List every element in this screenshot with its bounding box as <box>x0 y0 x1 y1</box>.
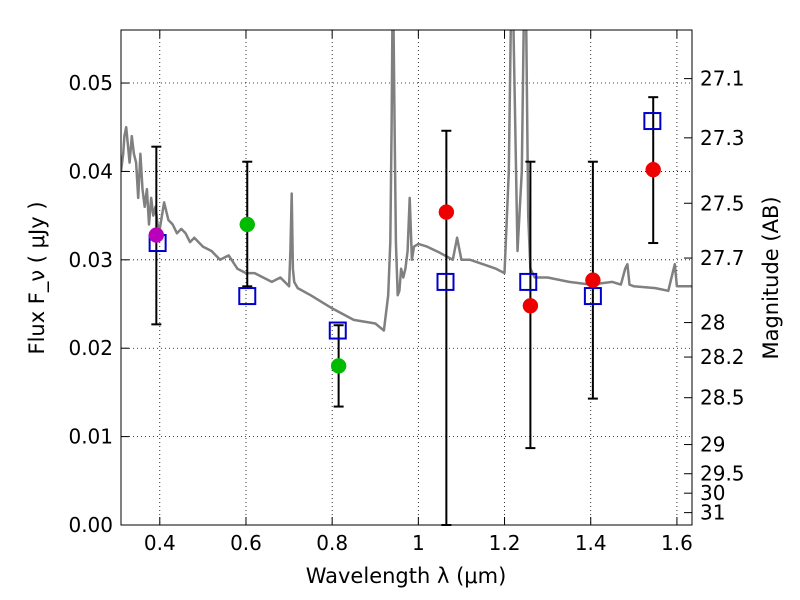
magnitude-tick-label: 27.5 <box>700 191 745 215</box>
plot-frame <box>120 29 693 526</box>
observed-photometry-point <box>585 272 601 288</box>
x-tick-label: 0.6 <box>230 531 262 555</box>
magnitude-tick-label: 28.2 <box>700 345 745 369</box>
model-photometry-square <box>583 287 602 306</box>
x-tick-label: 0.8 <box>316 531 348 555</box>
model-photometry-square <box>519 272 538 291</box>
y-tick-label: 0.02 <box>68 336 113 360</box>
model-photometry-square <box>436 272 455 291</box>
x-axis-label: Wavelength λ (μm) <box>306 564 507 588</box>
model-spectrum-layer <box>121 30 692 332</box>
magnitude-tick-label: 29 <box>700 433 725 457</box>
y-axis-label-right: Magnitude (AB) <box>759 196 783 359</box>
model-photometry-square <box>238 287 257 306</box>
magnitude-tick-label: 28 <box>700 311 725 335</box>
data-markers <box>148 112 662 374</box>
x-tick-label: 1 <box>412 531 425 555</box>
magnitude-tick-label: 27.3 <box>700 126 745 150</box>
model-photometry-square <box>328 321 347 340</box>
magnitude-tick-label: 28.5 <box>700 386 745 410</box>
y-tick-label: 0.04 <box>68 159 113 183</box>
magnitude-tick-label: 31 <box>700 501 725 525</box>
magnitude-tick-label: 29.5 <box>700 462 745 486</box>
model-spectrum-line <box>121 30 692 332</box>
observed-photometry-point <box>522 298 539 314</box>
observed-photometry-point <box>330 358 347 374</box>
x-tick-label: 0.4 <box>144 531 176 555</box>
observed-photometry-point <box>148 227 165 243</box>
model-photometry-square <box>643 112 662 131</box>
magnitude-tick-label: 27.1 <box>700 67 745 91</box>
y-tick-label: 0.00 <box>68 513 113 537</box>
magnitude-tick-label: 27.7 <box>700 246 745 270</box>
grid-lines <box>121 30 692 526</box>
plot-background <box>121 30 692 525</box>
tick-labels: 0.4 0.6 0.8 1 1.2 1.4 1.6 0.00 0.01 0.02 0.03 0.04 0… <box>68 67 744 555</box>
axis-ticks <box>121 30 692 526</box>
observed-photometry-point <box>645 161 661 178</box>
x-tick-label: 1.6 <box>661 531 693 555</box>
observed-photometry-point <box>239 216 256 233</box>
y-tick-label: 0.01 <box>68 425 113 449</box>
x-tick-label: 1.2 <box>489 531 521 555</box>
y-axis-label-left: Flux F_ν ( μJy ) <box>25 201 50 354</box>
observed-photometry-point <box>438 204 455 220</box>
x-tick-label: 1.4 <box>575 531 607 555</box>
y-tick-label: 0.05 <box>68 71 113 95</box>
magnitude-tick-label: 30 <box>700 481 725 505</box>
y-tick-label: 0.03 <box>68 248 113 272</box>
